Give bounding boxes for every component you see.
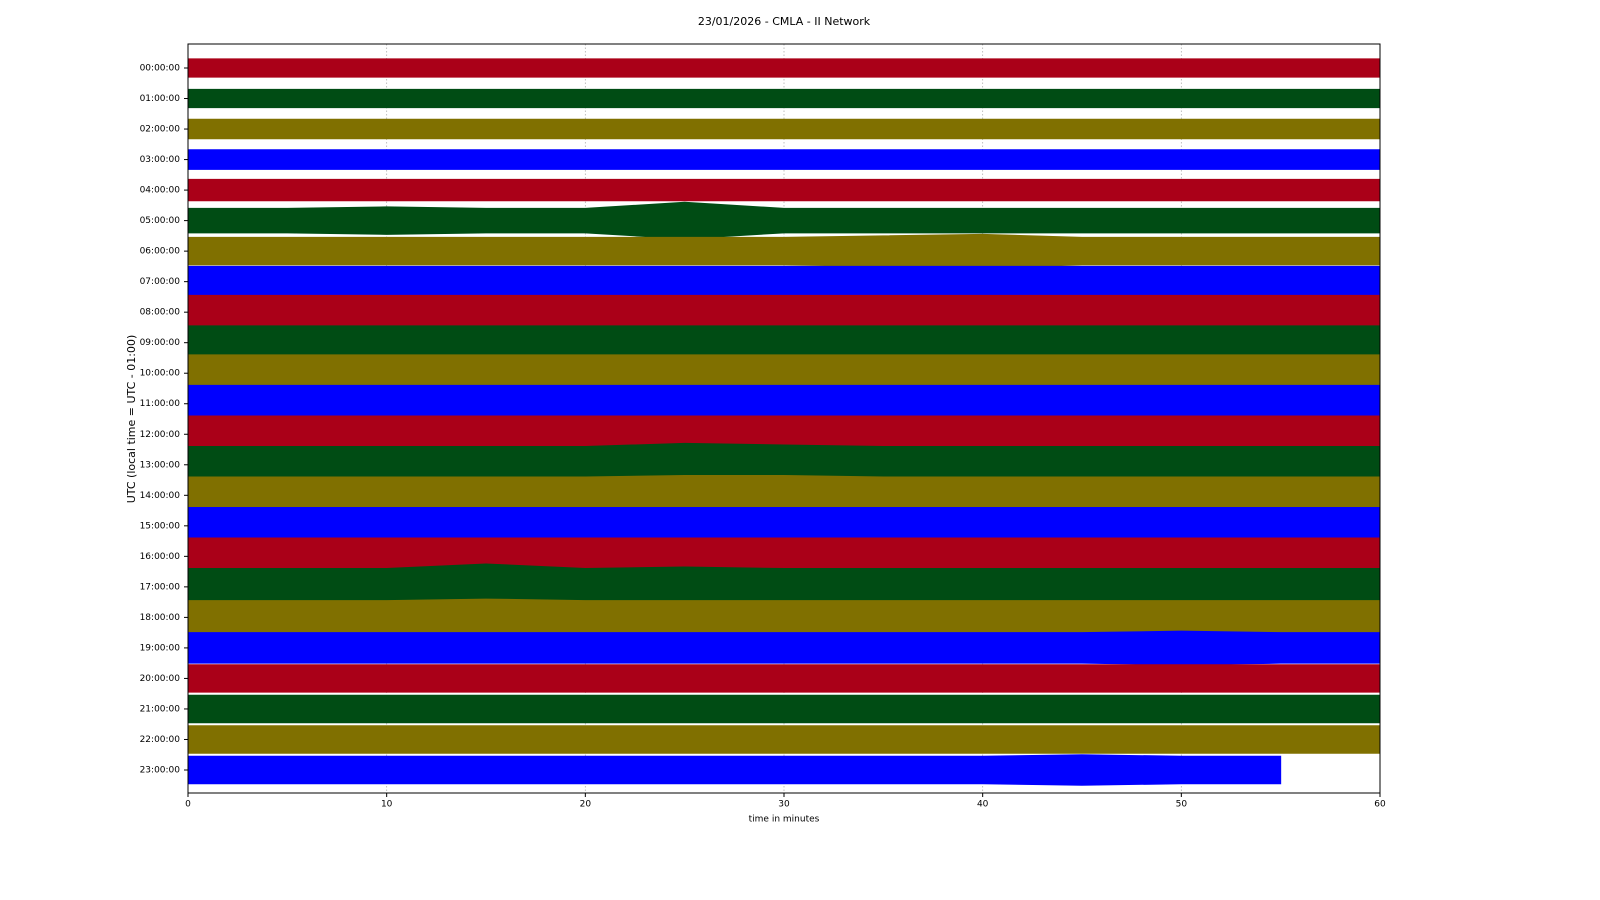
y-tick-label: 11:00:00 — [140, 399, 181, 409]
chart-title: 23/01/2026 - CMLA - II Network — [698, 15, 871, 28]
trace — [187, 754, 1282, 786]
y-tick-label: 13:00:00 — [140, 460, 181, 470]
y-tick-label: 00:00:00 — [140, 64, 181, 74]
trace — [187, 149, 1381, 170]
trace — [187, 294, 1381, 330]
y-tick-label: 03:00:00 — [140, 155, 181, 165]
trace — [187, 598, 1381, 637]
x-tick-label: 40 — [977, 800, 989, 810]
y-tick-label: 14:00:00 — [140, 491, 181, 501]
x-tick-label: 0 — [185, 800, 191, 810]
x-tick-label: 20 — [580, 800, 592, 810]
y-tick-label: 06:00:00 — [140, 247, 181, 257]
y-tick-label: 10:00:00 — [140, 369, 181, 379]
trace — [187, 630, 1381, 666]
y-tick-label: 16:00:00 — [140, 552, 181, 562]
trace — [187, 88, 1381, 109]
y-tick-label: 20:00:00 — [140, 674, 181, 684]
trace — [187, 178, 1381, 202]
trace — [187, 118, 1381, 140]
y-tick-label: 15:00:00 — [140, 521, 181, 531]
y-tick-label: 22:00:00 — [140, 735, 181, 745]
y-tick-label: 09:00:00 — [140, 338, 181, 348]
trace — [187, 265, 1381, 298]
y-tick-label: 17:00:00 — [140, 582, 181, 592]
y-tick-label: 21:00:00 — [140, 704, 181, 714]
y-tick-label: 23:00:00 — [140, 766, 181, 776]
x-axis-label: time in minutes — [749, 815, 820, 825]
x-tick-label: 10 — [381, 800, 393, 810]
trace — [187, 58, 1381, 78]
y-tick-label: 18:00:00 — [140, 613, 181, 623]
y-tick-label: 05:00:00 — [140, 216, 181, 226]
plot-frame — [187, 43, 1381, 794]
x-tick-label: 60 — [1374, 800, 1386, 810]
y-axis-label: UTC (local time = UTC - 01:00) — [125, 335, 138, 504]
y-tick-label: 07:00:00 — [140, 277, 181, 287]
trace — [187, 725, 1381, 754]
trace — [187, 233, 1381, 269]
x-tick-label: 50 — [1176, 800, 1188, 810]
y-tick-label: 08:00:00 — [140, 308, 181, 318]
y-tick-label: 04:00:00 — [140, 186, 181, 196]
y-tick-label: 01:00:00 — [140, 94, 181, 104]
y-tick-label: 19:00:00 — [140, 643, 181, 653]
trace — [187, 664, 1381, 693]
y-tick-label: 12:00:00 — [140, 430, 181, 440]
trace — [187, 694, 1381, 724]
y-tick-label: 02:00:00 — [140, 125, 181, 135]
x-tick-label: 30 — [778, 800, 790, 810]
